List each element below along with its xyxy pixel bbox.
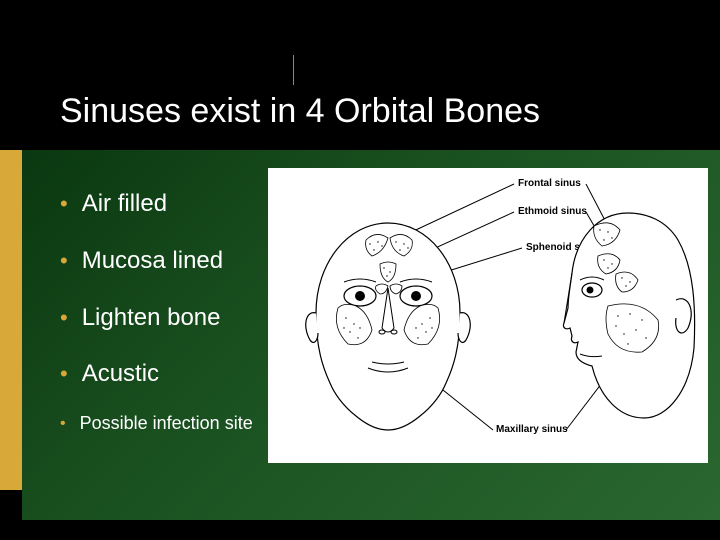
label-ethmoid: Ethmoid sinus: [518, 206, 587, 217]
bullet-list: • Air filled • Mucosa lined • Lighten bo…: [60, 190, 260, 435]
title-region: Sinuses exist in 4 Orbital Bones: [0, 0, 720, 150]
bullet-item: • Acustic: [60, 360, 260, 389]
bullet-item: • Air filled: [60, 190, 260, 219]
bullet-icon: •: [60, 193, 68, 215]
bullet-icon: •: [60, 250, 68, 272]
bullet-icon: •: [60, 307, 68, 329]
bullet-text: Lighten bone: [82, 304, 221, 333]
bullet-item: • Possible infection site: [60, 413, 260, 435]
slide-title: Sinuses exist in 4 Orbital Bones: [60, 92, 540, 131]
label-maxillary: Maxillary sinus: [496, 424, 568, 435]
sinus-diagram: Frontal sinus Ethmoid sinus Sphenoid sin…: [268, 168, 708, 463]
bullet-icon: •: [60, 416, 66, 432]
label-frontal: Frontal sinus: [518, 178, 581, 189]
bullet-item: • Lighten bone: [60, 304, 260, 333]
bullet-icon: •: [60, 363, 68, 385]
front-face: [306, 223, 471, 430]
bullet-text: Air filled: [82, 190, 167, 219]
bullet-text: Possible infection site: [80, 413, 253, 435]
side-face: [563, 213, 694, 418]
bullet-text: Mucosa lined: [82, 247, 223, 276]
accent-sidebar: [0, 150, 22, 490]
bullet-item: • Mucosa lined: [60, 247, 260, 276]
sinus-svg: Frontal sinus Ethmoid sinus Sphenoid sin…: [268, 168, 708, 463]
bullet-text: Acustic: [82, 360, 159, 389]
title-divider: [293, 55, 294, 85]
